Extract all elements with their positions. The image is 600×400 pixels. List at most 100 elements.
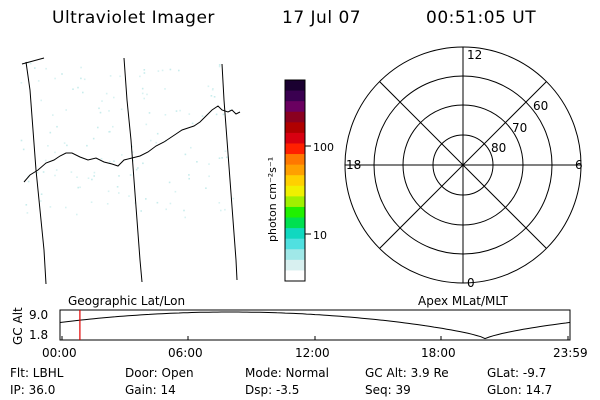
x-tick-label-12: 12:00	[295, 346, 330, 360]
orbit-altitude-curve	[59, 311, 571, 340]
emission-speckle	[156, 201, 159, 204]
emission-speckle	[52, 114, 54, 116]
emission-speckle	[143, 97, 145, 100]
coastline	[23, 105, 241, 183]
emission-speckle	[54, 77, 56, 80]
colorbar-band	[285, 185, 305, 197]
emission-speckle	[131, 151, 134, 153]
colorbar-band	[285, 249, 305, 261]
emission-speckle	[90, 201, 93, 203]
x-tick-label-06: 06:00	[168, 346, 203, 360]
emission-speckle	[109, 130, 111, 133]
mlt-label-18: 18	[346, 158, 361, 172]
emission-speckle	[30, 62, 32, 65]
emission-speckle	[146, 93, 148, 96]
emission-speckle	[212, 88, 214, 90]
longitude-tick-1	[21, 57, 45, 65]
emission-speckle	[218, 157, 221, 159]
emission-speckle	[168, 181, 171, 184]
colorbar-band	[285, 217, 305, 229]
door-status: Door: Open	[125, 366, 194, 380]
emission-speckle	[188, 113, 191, 115]
emission-speckle	[76, 213, 78, 216]
dsp-status: Dsp: -3.5	[245, 383, 300, 397]
emission-speckle	[207, 85, 210, 88]
emission-speckle	[218, 202, 221, 204]
colorbar-frame	[284, 79, 306, 282]
emission-speckle	[174, 190, 177, 193]
polar-diagonal-2	[379, 81, 547, 249]
emission-speckle	[22, 148, 25, 151]
emission-speckle	[232, 197, 235, 200]
emission-speckle	[100, 158, 103, 160]
mode-status: Mode: Normal	[245, 366, 329, 380]
emission-speckle	[86, 144, 88, 147]
emission-speckle	[76, 176, 78, 178]
emission-speckle	[211, 88, 214, 91]
colorbar-band	[285, 143, 305, 155]
emission-speckle	[92, 137, 95, 140]
emission-speckle	[148, 112, 151, 114]
emission-speckle	[54, 151, 56, 154]
ip-status: IP: 36.0	[10, 383, 56, 397]
emission-speckle	[155, 141, 157, 144]
glon-status: GLon: 14.7	[487, 383, 553, 397]
colorbar-band	[285, 80, 305, 92]
emission-speckle	[20, 82, 23, 84]
orbit-plot	[59, 309, 571, 341]
emission-speckle	[226, 156, 228, 159]
emission-speckle	[63, 142, 66, 144]
filter-status: Flt: LBHL	[10, 366, 64, 380]
emission-speckle	[188, 177, 190, 180]
emission-speckle	[218, 64, 221, 66]
emission-speckle	[91, 178, 93, 181]
emission-speckle	[143, 69, 146, 71]
emission-speckle	[196, 161, 198, 163]
mlt-label-0: 0	[467, 276, 475, 290]
emission-speckle	[80, 66, 82, 69]
emission-speckle	[220, 209, 222, 212]
emission-speckle	[47, 145, 49, 147]
colorbar-band	[285, 206, 305, 219]
emission-speckle	[66, 144, 68, 147]
emission-speckle	[77, 186, 79, 189]
emission-speckle	[113, 160, 115, 162]
emission-speckle	[161, 69, 164, 72]
emission-speckle	[27, 180, 30, 183]
emission-speckle	[179, 109, 181, 112]
emission-speckle	[109, 161, 111, 163]
emission-speckle	[20, 139, 23, 142]
emission-speckle	[112, 125, 114, 128]
emission-speckle	[178, 69, 180, 72]
x-tick-label-18: 18:00	[421, 346, 456, 360]
emission-speckle	[108, 110, 110, 112]
emission-speckle	[113, 96, 115, 99]
emission-speckle	[119, 75, 121, 78]
emission-speckle	[87, 177, 90, 179]
emission-speckle	[205, 187, 207, 189]
emission-speckle	[109, 75, 112, 77]
colorbar-tick-label-100: 100	[313, 141, 334, 154]
emission-speckle	[165, 208, 167, 211]
emission-speckle	[150, 139, 152, 142]
emission-speckle	[224, 150, 227, 152]
emission-speckle	[44, 159, 47, 162]
colorbar-tick-label-10: 10	[313, 229, 327, 242]
longitude-line-3	[221, 63, 238, 281]
emission-speckle	[36, 171, 39, 174]
emission-speckle	[156, 132, 159, 135]
emission-speckle	[55, 169, 58, 171]
emission-speckle	[42, 171, 45, 173]
date-label: 17 Jul 07	[282, 8, 362, 28]
emission-speckle	[118, 192, 120, 194]
emission-speckle	[145, 123, 148, 126]
x-tick-label-2359: 23:59	[553, 346, 588, 360]
emission-speckle	[118, 175, 120, 177]
emission-speckle	[116, 186, 119, 188]
colorbar-band	[285, 90, 305, 102]
emission-speckle	[37, 80, 40, 82]
emission-speckle	[213, 96, 216, 98]
emission-speckle	[105, 92, 108, 95]
emission-speckle	[157, 70, 160, 72]
